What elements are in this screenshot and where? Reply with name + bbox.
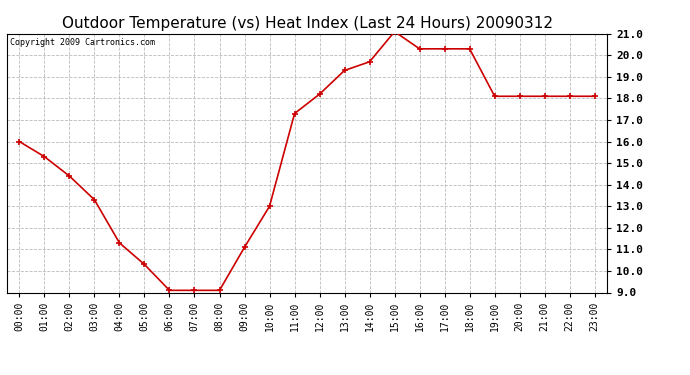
Text: Copyright 2009 Cartronics.com: Copyright 2009 Cartronics.com	[10, 38, 155, 46]
Title: Outdoor Temperature (vs) Heat Index (Last 24 Hours) 20090312: Outdoor Temperature (vs) Heat Index (Las…	[61, 16, 553, 31]
